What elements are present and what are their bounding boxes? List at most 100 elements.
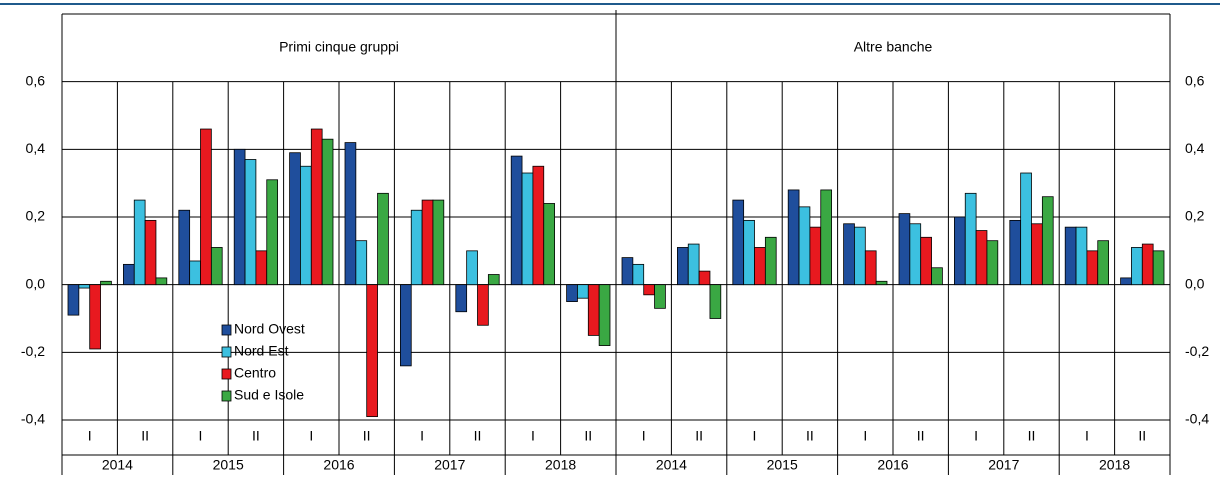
year-label: 2017: [988, 457, 1019, 473]
bar: [321, 138, 334, 286]
bar: [510, 155, 523, 286]
x-tick-label: II: [474, 428, 482, 444]
bar: [466, 250, 478, 286]
bar: [200, 128, 212, 286]
bar: [144, 219, 157, 286]
bar: [809, 226, 822, 286]
y2-tick-label: -0,2: [1185, 343, 1209, 359]
x-tick-label: II: [141, 428, 149, 444]
x-tick-label: II: [1138, 428, 1146, 444]
bar: [566, 284, 578, 302]
bar: [1020, 172, 1032, 286]
panel-title: Altre banche: [854, 39, 933, 55]
year-label: 2016: [323, 457, 354, 473]
bar: [898, 213, 911, 286]
bar: [1141, 243, 1154, 286]
x-tick-label: II: [806, 428, 814, 444]
y-tick-label: 0,6: [26, 72, 46, 88]
y2-tick-label: 0,6: [1185, 72, 1205, 88]
year-label: 2017: [434, 457, 465, 473]
year-label: 2018: [545, 457, 576, 473]
bar: [233, 148, 246, 286]
bar: [854, 226, 866, 286]
year-label: 2016: [877, 457, 908, 473]
x-tick-label: II: [363, 428, 371, 444]
x-tick-label: II: [584, 428, 592, 444]
bar: [1009, 219, 1022, 286]
bar: [909, 223, 922, 286]
bar: [455, 284, 468, 313]
x-tick-label: II: [1028, 428, 1036, 444]
bar: [864, 250, 877, 286]
bar: [1064, 226, 1077, 286]
bar: [543, 203, 556, 286]
bar: [244, 159, 257, 286]
bar: [732, 199, 745, 286]
bar: [210, 247, 223, 286]
x-tick-label: I: [642, 428, 646, 444]
bar: [677, 247, 689, 286]
bar: [764, 236, 777, 286]
bar: [355, 240, 368, 286]
bar: [133, 199, 146, 286]
bar: [598, 284, 611, 346]
legend-label: Centro: [234, 365, 276, 381]
bar: [432, 199, 445, 286]
bar: [709, 284, 722, 319]
legend-swatch: [221, 324, 232, 336]
bar: [1097, 240, 1110, 286]
bar: [654, 284, 666, 309]
year-label: 2014: [102, 457, 133, 473]
bar: [1075, 226, 1088, 286]
x-tick-label: I: [420, 428, 424, 444]
legend-swatch: [221, 390, 232, 402]
bar: [255, 250, 268, 286]
bar: [189, 260, 201, 286]
bar: [787, 189, 800, 286]
x-tick-label: II: [917, 428, 925, 444]
bar: [920, 236, 932, 286]
y-tick-label: 0,0: [26, 275, 46, 291]
year-label: 2018: [1099, 457, 1130, 473]
bar: [310, 128, 323, 286]
bar: [975, 230, 988, 286]
y-tick-label: -0,4: [21, 411, 45, 427]
bar: [487, 274, 500, 286]
y-tick-label: -0,2: [21, 343, 45, 359]
bar: [875, 280, 888, 286]
x-tick-label: I: [88, 428, 92, 444]
bar: [344, 142, 357, 286]
legend-swatch: [221, 346, 232, 358]
bar: [986, 240, 999, 286]
y2-tick-label: 0,4: [1185, 140, 1205, 156]
bar: [477, 284, 489, 326]
bar: [1152, 250, 1165, 286]
bar: [100, 280, 112, 286]
bar: [78, 284, 91, 289]
x-tick-label: II: [252, 428, 260, 444]
bar: [1120, 277, 1132, 286]
bar: [123, 263, 135, 286]
bar: [1131, 247, 1143, 286]
bar: [587, 284, 600, 336]
bar: [931, 267, 943, 286]
y-tick-label: 0,4: [26, 140, 46, 156]
bar: [632, 263, 645, 286]
y-tick-label: 0,2: [26, 208, 46, 224]
bar: [577, 284, 589, 299]
bar: [687, 243, 700, 286]
bar: [621, 257, 634, 286]
y2-tick-label: 0,0: [1185, 275, 1205, 291]
bar: [820, 189, 833, 286]
x-tick-label: I: [309, 428, 313, 444]
x-tick-label: I: [863, 428, 867, 444]
bar: [843, 223, 855, 286]
year-label: 2014: [656, 457, 687, 473]
x-tick-label: I: [753, 428, 757, 444]
bar: [1031, 223, 1043, 286]
bar: [399, 284, 412, 367]
legend-label: Sud e Isole: [234, 387, 304, 403]
bar: [155, 277, 168, 286]
bar: [1041, 196, 1054, 286]
y2-tick-label: 0,2: [1185, 208, 1205, 224]
